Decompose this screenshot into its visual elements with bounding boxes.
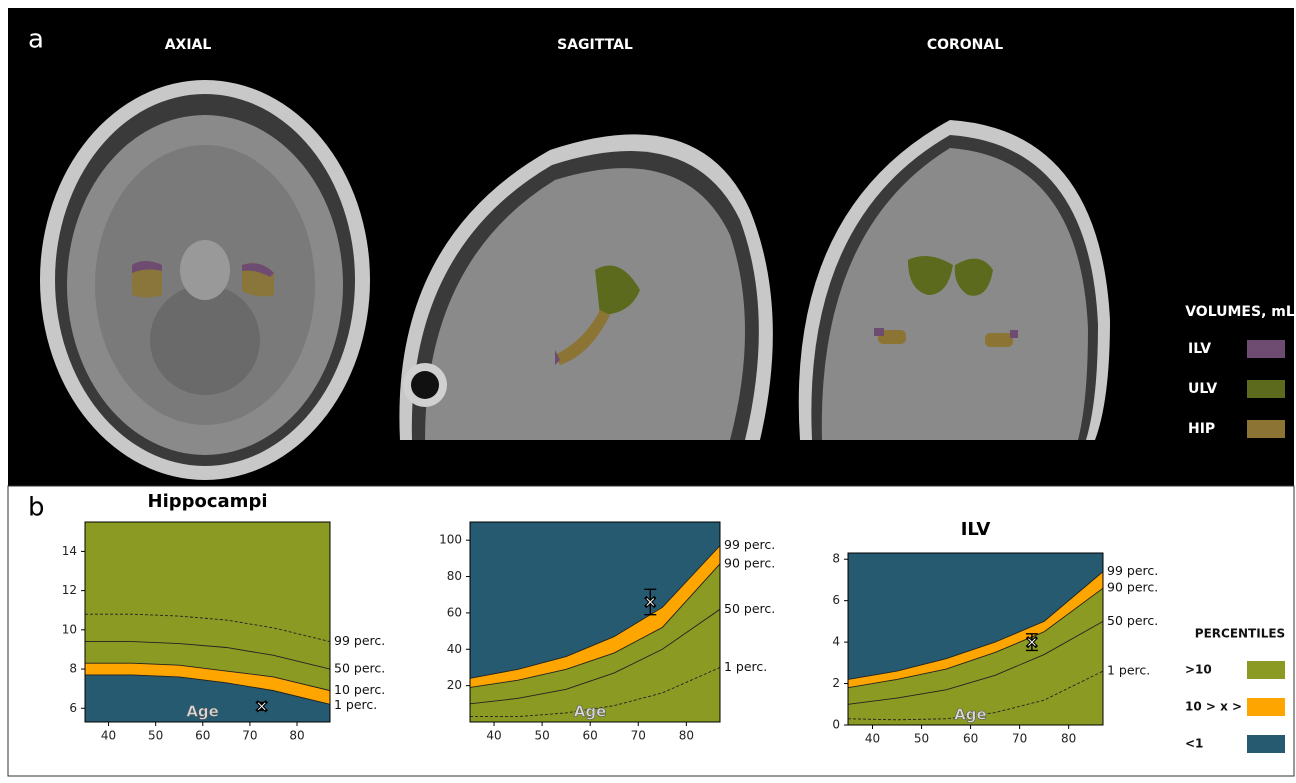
plot-area: [848, 553, 1103, 730]
x-tick-label: 80: [679, 729, 694, 743]
legend-label: <1: [1185, 737, 1203, 751]
y-tick-label: 14: [62, 544, 77, 558]
y-tick-label: 20: [447, 678, 462, 692]
chart-title: Hippocampi: [148, 491, 268, 512]
legend-swatch: [1247, 661, 1285, 679]
percentile-label: 1 perc.: [334, 697, 377, 712]
legend-label: 10 > x > 1: [1185, 700, 1255, 714]
y-tick-label: 60: [447, 605, 462, 619]
figure: a AXIAL SAGITTAL CORONAL VOLUMES, m: [0, 0, 1296, 779]
percentile-label: 1 perc.: [1107, 663, 1150, 678]
y-tick-label: 4: [832, 635, 840, 649]
x-tick-label: 70: [631, 729, 646, 743]
y-tick-label: 100: [439, 533, 462, 547]
panel-label: b: [28, 493, 45, 523]
x-tick-label: 40: [865, 732, 880, 746]
y-tick-label: 0: [832, 718, 840, 732]
x-axis-label: Age: [186, 703, 219, 721]
x-tick-label: 70: [1012, 732, 1027, 746]
y-tick-label: 2: [832, 676, 840, 690]
x-tick-label: 80: [289, 729, 304, 743]
percentile-label: 99 perc.: [724, 537, 775, 552]
percentile-label: 90 perc.: [1107, 580, 1158, 595]
legend-swatch: [1247, 420, 1285, 438]
percentile-label: 99 perc.: [1107, 563, 1158, 578]
view-title: SAGITTAL: [557, 37, 633, 53]
y-tick-label: 6: [832, 593, 840, 607]
x-tick-label: 60: [963, 732, 978, 746]
x-tick-label: 60: [583, 729, 598, 743]
percentile-label: 90 perc.: [724, 555, 775, 570]
legend-swatch: [1247, 698, 1285, 716]
legend-swatch: [1247, 380, 1285, 398]
chart-title: ILV: [961, 519, 991, 540]
x-tick-label: 50: [914, 732, 929, 746]
x-tick-label: 40: [486, 729, 501, 743]
y-tick-label: 8: [69, 662, 77, 676]
x-tick-label: 40: [101, 729, 116, 743]
legend-label: ILV: [1188, 341, 1211, 357]
legend-title: PERCENTILES: [1195, 627, 1285, 641]
percentile-label: 50 perc.: [724, 601, 775, 616]
x-tick-label: 50: [148, 729, 163, 743]
x-tick-label: 80: [1061, 732, 1076, 746]
x-tick-label: 50: [534, 729, 549, 743]
percentile-label: 1 perc.: [724, 659, 767, 674]
y-tick-label: 12: [62, 583, 77, 597]
view-title: CORONAL: [927, 37, 1003, 53]
y-tick-label: 80: [447, 569, 462, 583]
percentile-label: 10 perc.: [334, 682, 385, 697]
y-tick-label: 6: [69, 701, 77, 715]
legend-title: VOLUMES, mL: [1185, 304, 1295, 320]
legend-label: HIP: [1188, 421, 1215, 437]
plot-area: [470, 522, 720, 727]
y-tick-label: 10: [62, 622, 77, 636]
view-title: AXIAL: [165, 37, 212, 53]
percentile-label: 50 perc.: [1107, 613, 1158, 628]
x-tick-label: 60: [195, 729, 210, 743]
y-tick-label: 8: [832, 552, 840, 566]
axial-image: [40, 80, 370, 480]
plot-area: [85, 522, 330, 727]
y-tick-label: 40: [447, 642, 462, 656]
percentile-label: 99 perc.: [334, 633, 385, 648]
panel-label: a: [28, 25, 44, 55]
legend-swatch: [1247, 340, 1285, 358]
legend-swatch: [1247, 735, 1285, 753]
x-axis-label: Age: [574, 703, 607, 721]
legend-label: ULV: [1188, 381, 1217, 397]
x-axis-label: Age: [954, 706, 987, 724]
x-tick-label: 70: [242, 729, 257, 743]
percentile-label: 50 perc.: [334, 661, 385, 676]
legend-label: >10: [1185, 663, 1212, 677]
